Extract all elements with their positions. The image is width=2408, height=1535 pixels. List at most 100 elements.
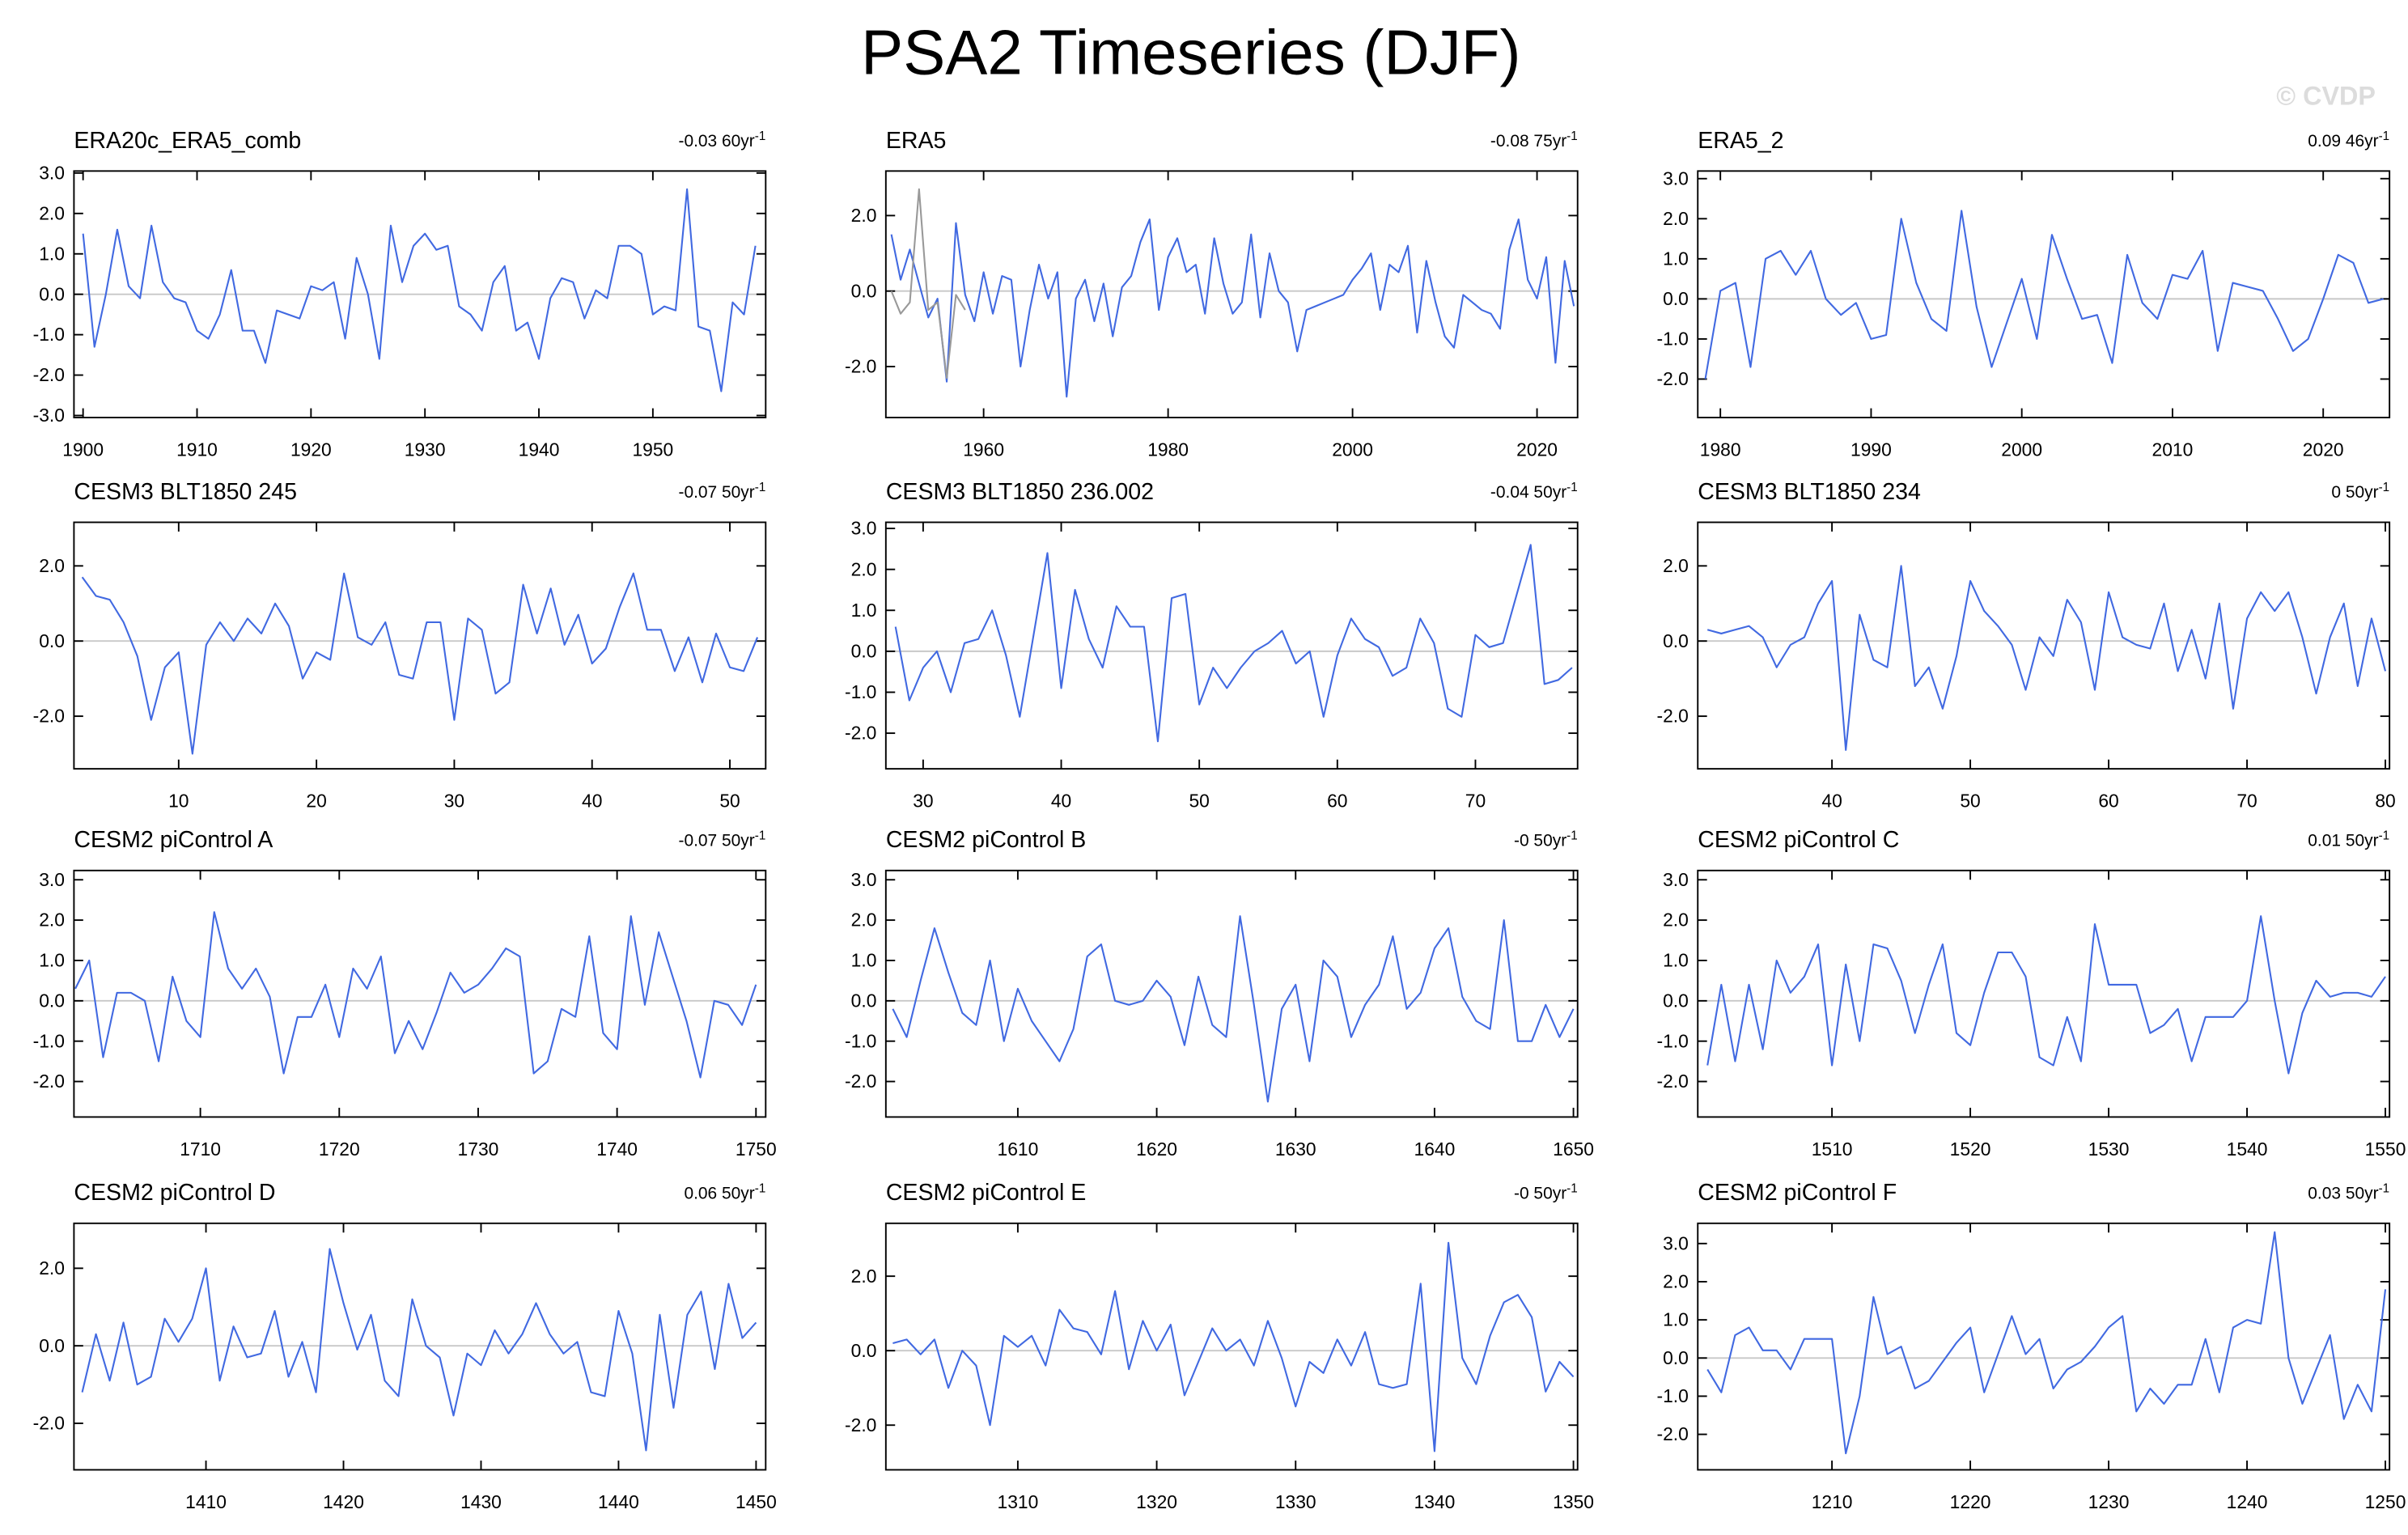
x-tick-label: 1440 bbox=[598, 1491, 639, 1512]
x-tick-label: 2020 bbox=[2303, 439, 2344, 460]
trend-label: 0.01 50yr-1 bbox=[2308, 829, 2389, 850]
y-tick-label: -1.0 bbox=[33, 324, 65, 345]
trend-exponent: -1 bbox=[755, 1181, 766, 1195]
x-tick-label: 1620 bbox=[1136, 1139, 1177, 1160]
x-tick-label: 2000 bbox=[2001, 439, 2042, 460]
x-tick-label: 1230 bbox=[2088, 1491, 2130, 1512]
x-tick-label: 1350 bbox=[1553, 1491, 1594, 1512]
panel-title: ERA5_2 bbox=[1698, 128, 1783, 154]
trend-exponent: -1 bbox=[2379, 1181, 2390, 1195]
x-tick-label: 2000 bbox=[1332, 439, 1373, 460]
trend-text: 0.03 50yr bbox=[2308, 1184, 2378, 1202]
y-tick-label: -1.0 bbox=[845, 681, 876, 702]
y-tick-label: -2.0 bbox=[845, 1071, 876, 1092]
trend-label: 0.03 50yr-1 bbox=[2308, 1181, 2389, 1203]
y-tick-label: -2.0 bbox=[845, 1414, 876, 1435]
trend-exponent: -1 bbox=[2379, 481, 2390, 494]
y-tick-label: -1.0 bbox=[1656, 1385, 1688, 1406]
trend-exponent: -1 bbox=[755, 481, 766, 494]
x-tick-label: 1950 bbox=[632, 439, 673, 460]
trend-exponent: -1 bbox=[1566, 129, 1578, 142]
x-tick-label: 2010 bbox=[2152, 439, 2194, 460]
y-tick-label: 2.0 bbox=[1663, 208, 1689, 229]
x-tick-label: 60 bbox=[2098, 791, 2118, 812]
trend-text: -0.03 60yr bbox=[678, 132, 754, 151]
x-tick-label: 80 bbox=[2375, 791, 2395, 812]
panel-title: CESM2 piControl C bbox=[1698, 827, 1899, 853]
x-tick-label: 1240 bbox=[2227, 1491, 2268, 1512]
y-tick-label: 0.0 bbox=[39, 990, 65, 1011]
trend-label: 0.06 50yr-1 bbox=[684, 1181, 765, 1203]
y-tick-label: 3.0 bbox=[1663, 869, 1689, 890]
y-tick-label: 2.0 bbox=[39, 1257, 65, 1278]
y-tick-label: 2.0 bbox=[39, 910, 65, 931]
x-tick-label: 30 bbox=[444, 791, 464, 812]
y-tick-label: -1.0 bbox=[33, 1030, 65, 1051]
x-tick-label: 1930 bbox=[405, 439, 446, 460]
panel: CESM3 BLT1850 236.002 -0.04 50yr-1 -2.0 -1.… bbox=[845, 479, 1579, 812]
y-tick-label: -2.0 bbox=[33, 706, 65, 727]
x-tick-label: 1310 bbox=[998, 1491, 1039, 1512]
y-tick-label: 0.0 bbox=[39, 630, 65, 651]
y-tick-label: 2.0 bbox=[1663, 910, 1689, 931]
y-tick-label: 0.0 bbox=[1663, 288, 1689, 309]
x-tick-label: 1320 bbox=[1136, 1491, 1177, 1512]
x-tick-label: 1220 bbox=[1950, 1491, 1991, 1512]
trend-label: -0.03 60yr-1 bbox=[678, 129, 765, 151]
trend-text: 0.06 50yr bbox=[684, 1184, 754, 1202]
y-tick-label: 1.0 bbox=[851, 950, 877, 971]
trend-exponent: -1 bbox=[2379, 829, 2390, 842]
y-tick-label: -2.0 bbox=[1656, 1423, 1688, 1444]
plot-frame bbox=[1697, 1222, 2391, 1471]
panel: ERA5_2 0.09 46yr-1 -2.0 -1.0 0.0 1.0 2.0 3.0 198… bbox=[1656, 128, 2391, 460]
x-tick-label: 60 bbox=[1327, 791, 1347, 812]
x-tick-label: 1510 bbox=[1812, 1139, 1853, 1160]
trend-text: 0.01 50yr bbox=[2308, 831, 2378, 850]
x-tick-label: 1520 bbox=[1950, 1139, 1991, 1160]
x-tick-label: 50 bbox=[1189, 791, 1209, 812]
y-tick-label: 2.0 bbox=[1663, 555, 1689, 576]
trend-exponent: -1 bbox=[1566, 481, 1578, 494]
panel: ERA5 -0.08 75yr-1 -2.0 0.0 2.0 1960 1980 2000 20… bbox=[845, 128, 1579, 460]
series-line bbox=[81, 572, 759, 755]
y-tick-label: 2.0 bbox=[851, 205, 877, 226]
y-tick-label: 0.0 bbox=[851, 280, 877, 301]
y-tick-label: 1.0 bbox=[1663, 950, 1689, 971]
y-tick-label: 3.0 bbox=[1663, 167, 1689, 189]
plot-frame bbox=[884, 170, 1579, 418]
x-tick-label: 1340 bbox=[1414, 1491, 1456, 1512]
panel-title: CESM3 BLT1850 245 bbox=[74, 479, 297, 505]
series-line bbox=[892, 1241, 1575, 1452]
series-line bbox=[1704, 210, 2384, 380]
x-tick-label: 50 bbox=[719, 791, 740, 812]
x-tick-label: 1640 bbox=[1414, 1139, 1456, 1160]
trend-label: 0 50yr-1 bbox=[2331, 481, 2389, 502]
x-tick-label: 50 bbox=[1960, 791, 1980, 812]
series-line bbox=[890, 188, 966, 380]
x-tick-label: 40 bbox=[1821, 791, 1842, 812]
panel-title: CESM2 piControl F bbox=[1698, 1180, 1897, 1206]
x-tick-label: 1650 bbox=[1553, 1139, 1594, 1160]
x-tick-label: 1920 bbox=[290, 439, 332, 460]
panel: CESM2 piControl F 0.03 50yr-1 -2.0 -1.0 0.0 1… bbox=[1656, 1180, 2406, 1512]
trend-label: -0.07 50yr-1 bbox=[678, 829, 765, 850]
y-tick-label: 0.0 bbox=[1663, 630, 1689, 651]
y-tick-label: 0.0 bbox=[1663, 990, 1689, 1011]
trend-exponent: -1 bbox=[755, 829, 766, 842]
x-tick-label: 30 bbox=[913, 791, 933, 812]
y-tick-label: 1.0 bbox=[851, 600, 877, 621]
y-tick-label: 1.0 bbox=[39, 243, 65, 264]
trend-label: -0 50yr-1 bbox=[1514, 829, 1578, 850]
panel: CESM2 piControl C 0.01 50yr-1-2.0-1.00.01… bbox=[1656, 827, 2406, 1160]
y-tick-label: 3.0 bbox=[851, 869, 877, 890]
plot-frame bbox=[73, 170, 767, 418]
series-line bbox=[82, 188, 757, 392]
trend-label: -0 50yr-1 bbox=[1514, 1181, 1578, 1203]
y-tick-label: -2.0 bbox=[33, 364, 65, 385]
panel-title: CESM2 piControl D bbox=[74, 1180, 275, 1206]
x-tick-label: 40 bbox=[1051, 791, 1071, 812]
trend-text: -0.08 75yr bbox=[1490, 132, 1566, 151]
x-tick-label: 1250 bbox=[2365, 1491, 2406, 1512]
x-tick-label: 1530 bbox=[2088, 1139, 2130, 1160]
x-tick-label: 1960 bbox=[963, 439, 1004, 460]
